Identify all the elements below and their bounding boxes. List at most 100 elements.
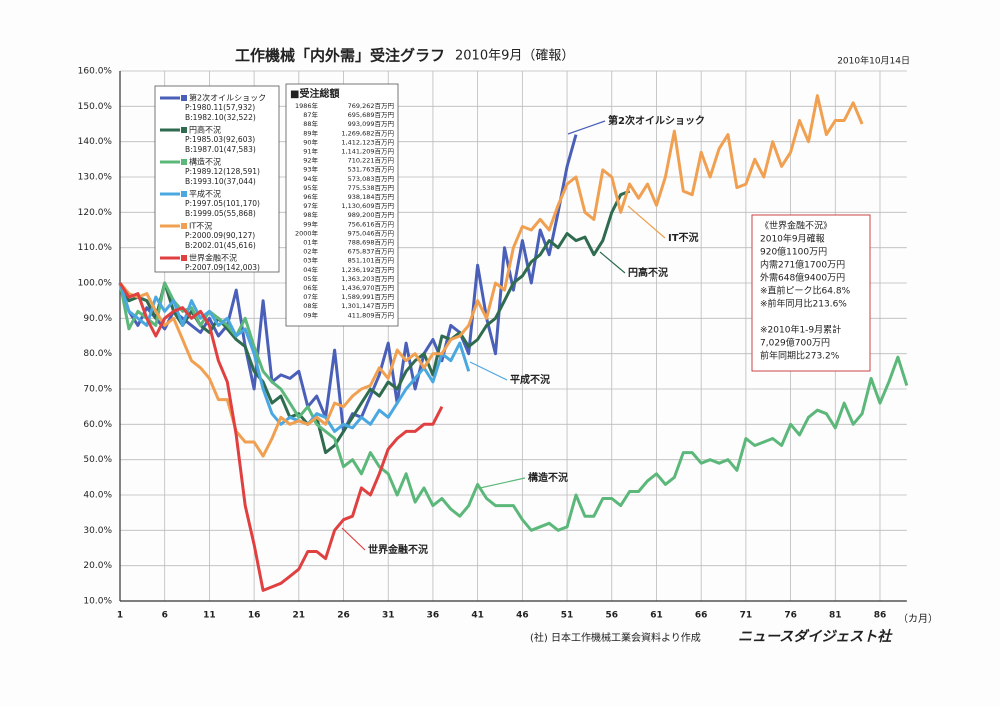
note-line: 内需271億1700万円 xyxy=(760,259,845,271)
x-tick-label: 31 xyxy=(382,611,395,621)
annotation-leader xyxy=(469,361,508,381)
table-cell: 1,436,970百万円 xyxy=(341,284,394,292)
table-cell: 1,130,609百万円 xyxy=(341,202,394,210)
y-tick-label: 150.0% xyxy=(78,102,113,112)
x-tick-label: 11 xyxy=(203,611,216,621)
table-cell: 1,589,991百万円 xyxy=(341,293,394,301)
x-tick-label: 16 xyxy=(248,611,261,621)
note-line: 7,029億700万円 xyxy=(760,337,830,349)
table-cell: 91年 xyxy=(303,147,318,156)
series-line xyxy=(118,282,444,592)
legend-entry: 第2次オイルショック xyxy=(189,93,266,103)
table-cell: 938,184百万円 xyxy=(348,193,394,201)
x-tick-label: 66 xyxy=(695,611,708,621)
table-cell: 2000年 xyxy=(295,228,319,237)
legend-entry: 構造不況 xyxy=(189,157,221,167)
table-cell: 08年 xyxy=(303,301,318,310)
annotation-leader xyxy=(479,477,526,489)
table-cell: 98年 xyxy=(303,210,318,219)
publisher: ニュースダイジェスト社 xyxy=(738,628,893,645)
legend-detail: B:1982.10(32,522) xyxy=(185,113,256,122)
table-cell: 975,046百万円 xyxy=(348,229,394,237)
table-cell: 989,200百万円 xyxy=(348,211,394,219)
x-tick-label: 61 xyxy=(650,611,663,621)
annotation: IT不況 xyxy=(668,231,699,244)
x-tick-label: 81 xyxy=(829,611,842,621)
table-cell: 89年 xyxy=(303,128,318,137)
legend-marker xyxy=(181,255,187,261)
note-line: 外需648億9400万円 xyxy=(760,272,845,284)
annotation: 構造不況 xyxy=(528,471,568,484)
table-cell: 1,269,682百万円 xyxy=(341,129,394,137)
y-tick-label: 40.0% xyxy=(83,491,112,501)
annotation-leader xyxy=(341,527,366,551)
x-tick-label: 41 xyxy=(471,611,484,621)
table-cell: 01年 xyxy=(303,238,318,247)
annotation: 第2次オイルショック xyxy=(608,114,705,127)
y-tick-label: 70.0% xyxy=(83,385,112,395)
chart-subtitle: 2010年9月（確報） xyxy=(455,48,574,64)
x-tick-label: 56 xyxy=(605,611,618,621)
table-cell: 1986年 xyxy=(295,101,319,110)
x-tick-label: 51 xyxy=(561,611,574,621)
table-cell: 07年 xyxy=(303,292,318,301)
table-cell: 03年 xyxy=(303,256,318,265)
legend-box xyxy=(154,85,280,273)
legend-detail: B:1993.10(37,044) xyxy=(185,177,256,186)
series-line xyxy=(118,281,909,532)
y-tick-label: 120.0% xyxy=(78,208,113,218)
legend-entry: IT不況 xyxy=(189,222,212,231)
series-line xyxy=(118,282,471,433)
x-tick-label: 21 xyxy=(293,611,306,621)
series-line xyxy=(118,189,631,455)
table-cell: 788,698百万円 xyxy=(348,239,394,247)
x-tick-label: 6 xyxy=(162,611,168,621)
x-tick-label: 1 xyxy=(117,611,123,621)
x-tick-label: 36 xyxy=(427,611,440,621)
chart-title: 工作機械「内外需」受注グラフ xyxy=(235,47,445,65)
table-cell: 769,262百万円 xyxy=(348,102,394,110)
legend-marker xyxy=(181,127,187,133)
note-box xyxy=(751,214,871,372)
x-tick-label: 26 xyxy=(337,611,350,621)
y-tick-label: 100.0% xyxy=(78,279,113,289)
legend-detail: P:2007.09(142,003) xyxy=(185,263,260,272)
y-tick-label: 60.0% xyxy=(83,420,112,430)
table-cell: 1,363,203百万円 xyxy=(341,275,394,283)
table-cell: 97年 xyxy=(303,201,318,210)
legend-detail: P:1985.03(92,603) xyxy=(185,135,255,144)
legend-detail: P:2000.09(90,127) xyxy=(185,231,255,240)
table-cell: 1,141,209百万円 xyxy=(341,148,394,156)
x-tick-label: 71 xyxy=(740,611,753,621)
annotation-leader xyxy=(627,205,666,239)
annotation: 世界金融不況 xyxy=(368,543,428,556)
y-tick-label: 110.0% xyxy=(78,243,113,253)
x-unit: （カ月） xyxy=(898,613,938,625)
table-cell: 90年 xyxy=(303,137,318,146)
note-line: ※2010年1-9月累計 xyxy=(760,324,841,336)
table-cell: 09年 xyxy=(303,310,318,319)
table-cell: 02年 xyxy=(303,247,318,256)
table-cell: 756,616百万円 xyxy=(348,220,394,228)
table-cell: 96年 xyxy=(303,192,318,201)
table-cell: 993,099百万円 xyxy=(348,120,394,128)
table-cell: 05年 xyxy=(303,274,318,283)
legend-detail: B:2002.01(45,616) xyxy=(185,241,256,250)
legend-marker xyxy=(181,223,187,229)
note-line: ※前年同月比213.6% xyxy=(760,298,847,310)
table-cell: 06年 xyxy=(303,283,318,292)
annotation-leader xyxy=(599,251,626,274)
table-cell: 411,809百万円 xyxy=(348,311,394,319)
note-line: 2010年9月確報 xyxy=(760,233,825,245)
legend-marker xyxy=(181,191,187,197)
table-cell: 531,763百万円 xyxy=(348,166,394,174)
table-cell: 88年 xyxy=(303,119,318,128)
legend-detail: B:1987.01(47,583) xyxy=(185,145,256,154)
x-tick-label: 46 xyxy=(516,611,529,621)
table-cell: 710,221百万円 xyxy=(348,157,394,165)
table-cell: 573,083百万円 xyxy=(348,175,394,183)
legend-detail: P:1989.12(128,591) xyxy=(185,167,260,176)
legend-detail: P:1980.11(57,932) xyxy=(185,103,255,112)
table-box xyxy=(285,83,399,327)
